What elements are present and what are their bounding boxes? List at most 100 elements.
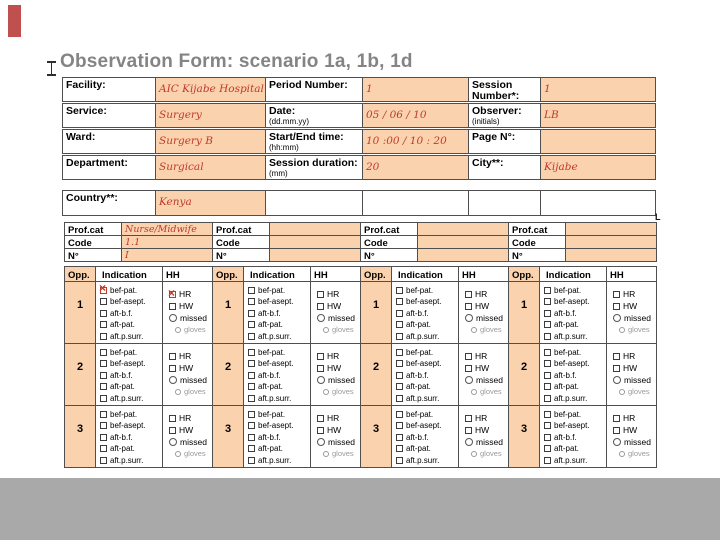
- hh-cell-g2-r1: HR HW missed gloves: [310, 281, 361, 344]
- checkbox-label: aft-pat.: [554, 382, 579, 392]
- field-label-session-number: Session Number*:: [468, 77, 541, 102]
- checkbox-bef-asept: [396, 422, 403, 430]
- hh-item-label: missed: [328, 375, 355, 385]
- indication-item-aft-b-f: aft-b.f.: [100, 432, 159, 443]
- prof-value-n-g4: [565, 248, 657, 262]
- checkbox-label: bef-pat.: [554, 348, 582, 357]
- indication-item-bef-asept: bef-asept.: [100, 358, 159, 369]
- checkbox-bef-pat: [248, 411, 255, 418]
- hh-item-hw: HW: [613, 424, 653, 436]
- checkbox-label: aft-pat.: [258, 382, 283, 392]
- checkbox-hr-checked: [168, 287, 176, 299]
- hh-item-label: missed: [624, 375, 651, 385]
- field-label-city: City**:: [468, 155, 541, 180]
- indication-item-bef-pat: bef-pat.: [100, 409, 159, 420]
- checkbox-bef-asept: [248, 360, 255, 368]
- indication-item-bef-pat: bef-pat.: [396, 347, 455, 358]
- checkbox-aft-pat: [544, 445, 551, 453]
- hh-action-header-text: HH Action: [462, 270, 476, 281]
- prof-label-prof_cat-g4: Prof.cat: [508, 222, 566, 236]
- checkbox-bef-asept: [544, 360, 551, 368]
- checkbox-aft-b-f: [248, 309, 255, 317]
- indication-item-bef-asept: bef-asept.: [544, 358, 603, 369]
- hh-item-label: missed: [476, 375, 503, 385]
- opp-cell-g1-r1: 1: [64, 281, 96, 344]
- prof-label-text: Code: [216, 238, 240, 249]
- radio-missed: [317, 376, 325, 384]
- hh-cell-g3-r3: HR HW missed gloves: [458, 405, 509, 468]
- hh-item-gloves: gloves: [317, 386, 357, 398]
- indication-item-aft-p-surr: aft.p.surr.: [544, 331, 603, 342]
- checkbox-aft-b-f: [248, 371, 255, 379]
- prof-label-text: Prof.cat: [216, 225, 252, 236]
- checkbox-label: bef-asept.: [110, 359, 146, 369]
- field-value-text-service: Surgery: [159, 109, 202, 121]
- hh-item-gloves: gloves: [465, 386, 505, 398]
- hh-item-hw: HW: [317, 424, 357, 436]
- checkbox-label: aft-b.f.: [110, 432, 133, 442]
- checkbox-aft-b-f: [396, 309, 403, 317]
- hh-item-missed: missed: [169, 312, 209, 324]
- hh-action-header-text: HH Action: [610, 270, 624, 281]
- field-label-facility: Facility:: [62, 77, 156, 102]
- indication-cell-g3-r2: bef-pat. bef-asept. aft-b.f. aft-pat. aft.p.…: [391, 343, 459, 406]
- opp-cell-g4-r1: 1: [508, 281, 540, 344]
- prof-label-n-g4: N°: [508, 248, 566, 262]
- hh-item-hw: HW: [465, 362, 505, 374]
- checkbox-label: aft-b.f.: [406, 370, 429, 380]
- hh-item-label: gloves: [480, 325, 502, 334]
- prof-label-code-g2: Code: [212, 235, 270, 249]
- checkbox-aft-b-f: [248, 433, 255, 441]
- checkbox-bef-asept: [544, 298, 551, 306]
- indication-item-aft-p-surr: aft.p.surr.: [248, 393, 307, 404]
- field-label-text-country: Country**:: [66, 192, 118, 204]
- checkbox-label: bef-pat.: [110, 410, 138, 419]
- checkbox-label: aft.p.surr.: [258, 455, 292, 465]
- hh-item-gloves: gloves: [317, 448, 357, 460]
- indication-item-aft-p-surr: aft.p.surr.: [100, 393, 159, 404]
- hh-item-hw: HW: [317, 362, 357, 374]
- indication-item-aft-b-f: aft-b.f.: [100, 308, 159, 319]
- checkbox-aft-p-surr: [100, 332, 107, 340]
- hh-item-label: HR: [623, 413, 636, 423]
- checkbox-label: aft-b.f.: [554, 308, 577, 318]
- checkbox-aft-p-surr: [100, 394, 107, 402]
- field-value-session-number: 1: [540, 77, 656, 102]
- hh-item-missed: missed: [317, 436, 357, 448]
- prof-label-code-g1: Code: [64, 235, 122, 249]
- field-value-text-period-number: 1: [366, 83, 373, 95]
- hh-item-label: gloves: [332, 449, 354, 458]
- opp-number: 3: [76, 423, 84, 435]
- field-value-text-facility: AIC Kijabe Hospital: [159, 83, 264, 95]
- hh-item-label: missed: [328, 313, 355, 323]
- field-value-city: Kijabe: [540, 155, 656, 180]
- radio-missed: [169, 438, 177, 446]
- checkbox-hw: [169, 427, 176, 434]
- prof-value-text: 1.1: [125, 237, 141, 248]
- checkbox-label: aft-pat.: [554, 444, 579, 454]
- opp-header-text: Opp.: [364, 270, 386, 281]
- hh-item-label: HR: [475, 413, 488, 423]
- indication-item-aft-b-f: aft-b.f.: [248, 308, 307, 319]
- hh-action-header-g4: HH Action: [606, 266, 657, 282]
- hh-item-label: missed: [624, 313, 651, 323]
- checkbox-hw: [465, 365, 472, 372]
- indication-item-aft-pat: aft-pat.: [544, 381, 603, 392]
- indication-item-aft-b-f: aft-b.f.: [544, 370, 603, 381]
- opp-number: 2: [520, 361, 528, 373]
- hh-item-gloves: gloves: [613, 448, 653, 460]
- opp-cell-g4-r3: 3: [508, 405, 540, 468]
- checkbox-label: bef-pat.: [258, 286, 286, 295]
- checkbox-label: bef-asept.: [406, 359, 442, 369]
- hh-item-hr: HR: [169, 350, 209, 362]
- hh-item-hw: HW: [613, 300, 653, 312]
- field-label-text-city: City**:: [472, 157, 504, 169]
- opp-number: 2: [372, 361, 380, 373]
- hh-cell-g1-r1: HR HW missed gloves: [162, 281, 213, 344]
- field-label-text-page-n: Page N°:: [472, 131, 516, 143]
- checkbox-label: aft.p.surr.: [554, 455, 588, 465]
- hh-item-label: HR: [475, 289, 488, 299]
- checkbox-bef-pat: [544, 411, 551, 418]
- checkbox-hr: [465, 353, 472, 360]
- hh-item-label: gloves: [480, 449, 502, 458]
